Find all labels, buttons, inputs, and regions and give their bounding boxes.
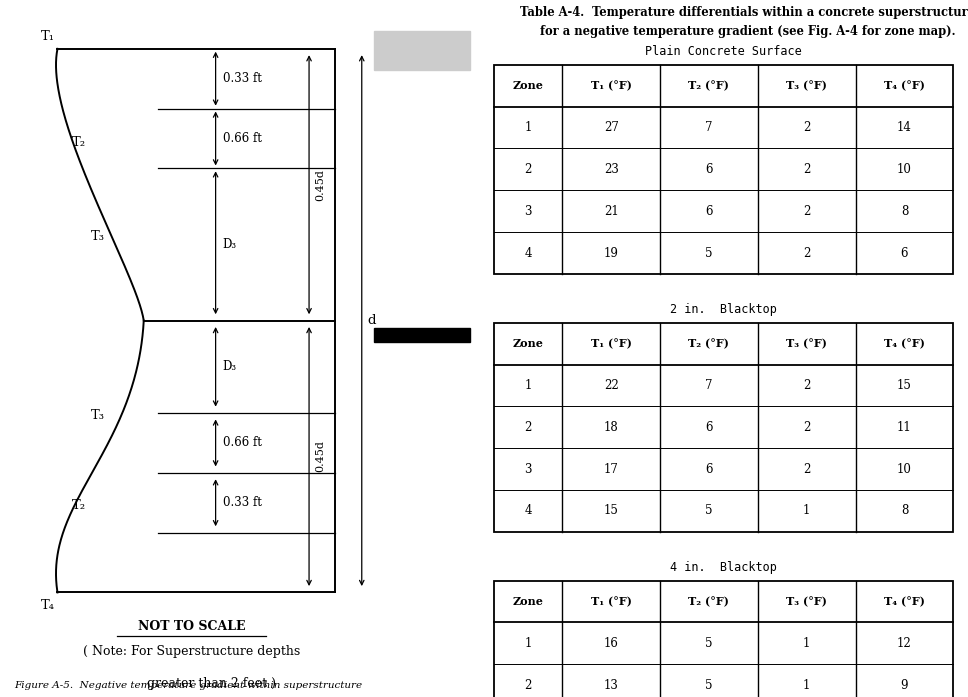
Text: Zone: Zone [513, 596, 543, 607]
Text: 14: 14 [897, 121, 912, 134]
Text: T₂ (°F): T₂ (°F) [688, 338, 729, 349]
Text: 2: 2 [803, 121, 810, 134]
Text: T₃ (°F): T₃ (°F) [786, 596, 827, 607]
Text: Plain Concrete Surface: Plain Concrete Surface [646, 45, 802, 59]
Text: 3: 3 [525, 205, 531, 217]
Text: 15: 15 [897, 379, 912, 392]
Text: greater than 2 feet ): greater than 2 feet ) [107, 677, 276, 691]
Text: T₂: T₂ [72, 499, 86, 512]
Text: 11: 11 [897, 421, 912, 434]
Text: 10: 10 [897, 163, 912, 176]
Text: 0.45d: 0.45d [315, 169, 325, 201]
Text: T₂: T₂ [72, 137, 86, 149]
Text: d: d [368, 314, 376, 327]
Text: ( Note: For Superstructure depths: ( Note: For Superstructure depths [83, 645, 300, 658]
Text: 4 in.  Blacktop: 4 in. Blacktop [670, 561, 777, 574]
Text: 1: 1 [525, 637, 531, 650]
Text: 5: 5 [705, 637, 712, 650]
Text: 19: 19 [604, 247, 619, 259]
Text: 3: 3 [525, 463, 531, 475]
Text: T₃ (°F): T₃ (°F) [786, 338, 827, 349]
Text: 2: 2 [803, 163, 810, 176]
Bar [494, 323, 953, 532]
Text: T₃ (°F): T₃ (°F) [786, 80, 827, 91]
Text: 23: 23 [604, 163, 619, 176]
Text: 1: 1 [525, 121, 531, 134]
Text: T₂ (°F): T₂ (°F) [688, 80, 729, 91]
Text: Zone: Zone [513, 80, 543, 91]
Text: Figure A-5.  Negative temperature gradient within superstructure: Figure A-5. Negative temperature gradien… [15, 681, 362, 690]
Text: 10: 10 [897, 463, 912, 475]
Text: 27: 27 [604, 121, 619, 134]
Bar [494, 581, 953, 697]
Text: Table A-4.  Temperature differentials within a concrete superstructure: Table A-4. Temperature differentials wit… [521, 6, 968, 19]
Text: 21: 21 [604, 205, 619, 217]
Text: T₁ (°F): T₁ (°F) [590, 80, 631, 91]
Text: 6: 6 [705, 463, 712, 475]
Text: T₂ (°F): T₂ (°F) [688, 596, 729, 607]
Text: 5: 5 [705, 679, 712, 691]
Text: 1: 1 [803, 637, 810, 650]
Text: T₄ (°F): T₄ (°F) [884, 80, 924, 91]
Text: 9: 9 [900, 679, 908, 691]
Text: 16: 16 [604, 637, 619, 650]
Text: 1: 1 [803, 505, 810, 517]
Text: 0.66 ft: 0.66 ft [223, 132, 261, 145]
Text: T₁ (°F): T₁ (°F) [590, 596, 631, 607]
Text: 2: 2 [803, 379, 810, 392]
Text: Zone: Zone [513, 338, 543, 349]
Text: 6: 6 [705, 421, 712, 434]
Text: 0.33 ft: 0.33 ft [223, 72, 261, 85]
Text: 12: 12 [897, 637, 912, 650]
Text: T₃: T₃ [91, 409, 106, 422]
Text: T₁ (°F): T₁ (°F) [590, 338, 631, 349]
Text: 15: 15 [604, 505, 619, 517]
Text: 2: 2 [803, 247, 810, 259]
Text: 0.45d: 0.45d [315, 441, 325, 473]
Text: T₃: T₃ [91, 231, 106, 243]
Text: 8: 8 [901, 205, 908, 217]
Text: 4: 4 [525, 505, 531, 517]
Text: 2 in.  Blacktop: 2 in. Blacktop [670, 303, 777, 316]
Text: 7: 7 [705, 379, 712, 392]
Bar [374, 328, 469, 342]
Text: 5: 5 [705, 505, 712, 517]
Text: T₄ (°F): T₄ (°F) [884, 338, 924, 349]
Text: 22: 22 [604, 379, 619, 392]
Text: 7: 7 [705, 121, 712, 134]
Text: 2: 2 [525, 421, 531, 434]
Text: 5: 5 [705, 247, 712, 259]
Text: 2: 2 [803, 205, 810, 217]
Bar [494, 65, 953, 274]
Text: 0.66 ft: 0.66 ft [223, 436, 261, 450]
Text: 2: 2 [803, 463, 810, 475]
Text: 17: 17 [604, 463, 619, 475]
Text: D₃: D₃ [223, 238, 237, 251]
Text: 2: 2 [525, 163, 531, 176]
Text: 1: 1 [803, 679, 810, 691]
Text: 6: 6 [705, 163, 712, 176]
Text: T₄ (°F): T₄ (°F) [884, 596, 924, 607]
Text: 2: 2 [525, 679, 531, 691]
Text: 4: 4 [525, 247, 531, 259]
Text: 1: 1 [525, 379, 531, 392]
Text: T₁: T₁ [41, 30, 55, 43]
Text: 18: 18 [604, 421, 619, 434]
Text: 0.33 ft: 0.33 ft [223, 496, 261, 510]
Text: NOT TO SCALE: NOT TO SCALE [137, 620, 246, 634]
Text: T₄: T₄ [41, 599, 55, 613]
Text: 13: 13 [604, 679, 619, 691]
Text: for a negative temperature gradient (see Fig. A-4 for zone map).: for a negative temperature gradient (see… [540, 25, 955, 38]
Text: 8: 8 [901, 505, 908, 517]
Text: 6: 6 [705, 205, 712, 217]
Text: 2: 2 [803, 421, 810, 434]
Bar [374, 31, 469, 70]
Text: D₃: D₃ [223, 360, 237, 374]
Text: 6: 6 [900, 247, 908, 259]
